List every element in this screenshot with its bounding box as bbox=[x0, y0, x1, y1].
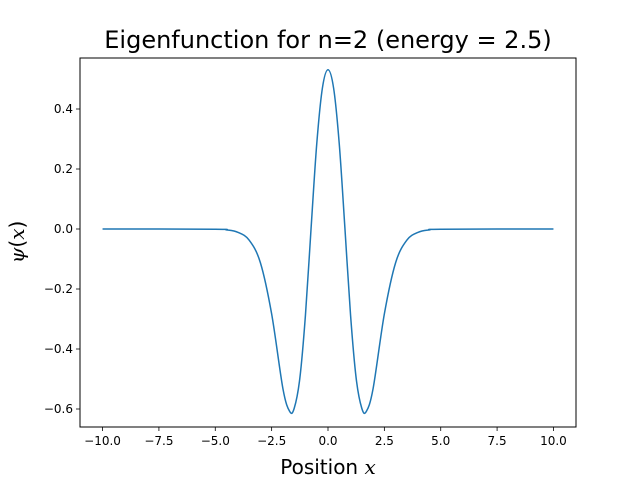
y-tick-label: 0.4 bbox=[54, 102, 73, 116]
x-tick-label: −10.0 bbox=[84, 434, 121, 448]
y-axis-ticks: −0.6 −0.4 −0.2 0.0 0.2 0.4 bbox=[44, 102, 80, 416]
x-axis-ticks: −10.0 −7.5 −5.0 −2.5 0.0 2.5 5.0 7.5 10.0 bbox=[84, 427, 567, 448]
y-tick-label: −0.6 bbox=[44, 402, 73, 416]
x-axis-label-text: Position bbox=[280, 455, 364, 479]
y-tick-label: 0.2 bbox=[54, 162, 73, 176]
x-tick-label: 5.0 bbox=[431, 434, 450, 448]
y-tick-label: −0.4 bbox=[44, 342, 73, 356]
y-tick-label: −0.2 bbox=[44, 282, 73, 296]
x-tick-label: 10.0 bbox=[540, 434, 567, 448]
plot-area bbox=[80, 58, 576, 427]
y-axis-label-psi: ψ bbox=[5, 247, 29, 263]
series-layer bbox=[102, 68, 554, 415]
y-tick-label: 0.0 bbox=[54, 222, 73, 236]
y-axis-label-variable: x bbox=[5, 229, 29, 240]
y-axis-label-open-paren: ( bbox=[5, 240, 29, 248]
y-axis-label: ψ(x) bbox=[5, 221, 29, 264]
y-axis-label-close-paren: ) bbox=[5, 221, 29, 229]
x-axis-label-variable: x bbox=[364, 455, 375, 479]
x-tick-label: −7.5 bbox=[144, 434, 173, 448]
x-tick-label: 7.5 bbox=[488, 434, 507, 448]
series-line-0 bbox=[102, 68, 554, 415]
chart-title: Eigenfunction for n=2 (energy = 2.5) bbox=[104, 26, 551, 54]
x-tick-label: 2.5 bbox=[375, 434, 394, 448]
x-axis-label: Position x bbox=[280, 455, 376, 479]
x-tick-label: −5.0 bbox=[201, 434, 230, 448]
x-tick-label: −2.5 bbox=[257, 434, 286, 448]
x-tick-label: 0.0 bbox=[318, 434, 337, 448]
